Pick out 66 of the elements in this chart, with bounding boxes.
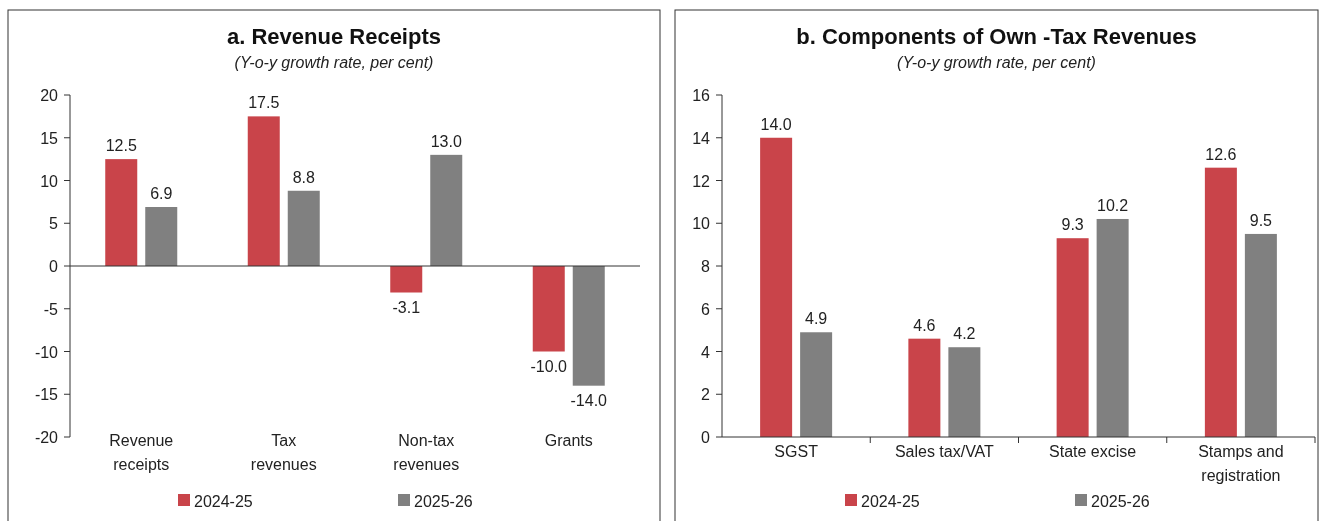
y-tick-label: 20 — [40, 87, 59, 104]
data-label: 14.0 — [760, 115, 792, 133]
data-label: -14.0 — [570, 391, 608, 409]
chart-subtitle: (Y-o-y growth rate, per cent) — [897, 54, 1096, 71]
y-tick-label: -20 — [34, 429, 59, 446]
chart-title: a. Revenue Receipts — [227, 24, 441, 49]
y-tick-label: 10 — [40, 172, 59, 190]
y-tick-label: 15 — [40, 129, 59, 147]
bar — [948, 347, 981, 437]
bar — [430, 154, 463, 266]
data-label: 4.2 — [953, 325, 976, 343]
bar — [760, 137, 793, 437]
x-tick-label: Tax revenues — [250, 432, 317, 473]
y-tick-label: 0 — [49, 258, 59, 275]
x-tick-label: State excise — [1049, 443, 1137, 460]
data-label: 9.5 — [1249, 211, 1273, 229]
y-tick-label: 4 — [701, 343, 711, 361]
legend-label: 2024-25 — [194, 493, 253, 510]
data-label: 9.3 — [1061, 216, 1084, 234]
y-tick-label: 12 — [692, 172, 711, 190]
bar — [1096, 218, 1129, 437]
y-tick-label: 6 — [701, 300, 711, 318]
data-label: 4.6 — [913, 316, 936, 334]
data-label: 8.8 — [292, 168, 315, 186]
y-tick-label: 5 — [49, 215, 59, 233]
bar — [287, 190, 320, 266]
bar — [1204, 167, 1237, 437]
x-tick-label: Non-tax revenues — [393, 432, 460, 473]
legend-label: 2024-25 — [861, 493, 920, 510]
data-label: 4.9 — [805, 310, 828, 328]
y-tick-label: 0 — [701, 429, 711, 446]
data-label: 13.0 — [430, 132, 462, 150]
data-label: -3.1 — [392, 298, 421, 316]
data-label: 10.2 — [1097, 196, 1129, 214]
x-tick-label: SGST — [774, 443, 819, 460]
y-tick-label: 16 — [692, 87, 711, 104]
y-tick-label: -10 — [34, 343, 59, 361]
data-label: 12.5 — [105, 137, 137, 155]
x-tick-label: Revenue receipts — [109, 432, 174, 473]
chart-title: b. Components of Own -Tax Revenues — [796, 24, 1197, 49]
x-tick-label: Sales tax/VAT — [894, 443, 995, 460]
y-tick-label: 14 — [692, 129, 711, 147]
bar — [145, 207, 178, 266]
data-label: 6.9 — [150, 185, 173, 203]
x-tick-label: Grants — [544, 432, 593, 449]
data-label: 17.5 — [248, 94, 280, 112]
y-tick-label: -15 — [34, 386, 59, 404]
data-label: 12.6 — [1205, 145, 1237, 163]
bar — [247, 116, 280, 266]
bar — [908, 338, 941, 437]
y-tick-label: 2 — [701, 386, 711, 404]
bar — [1244, 233, 1277, 437]
bar — [532, 266, 565, 352]
bar — [390, 266, 423, 293]
y-tick-label: 8 — [701, 258, 711, 275]
y-tick-label: 10 — [692, 215, 711, 233]
bar — [800, 332, 833, 437]
bar — [1056, 238, 1089, 437]
y-tick-label: -5 — [43, 300, 59, 318]
legend-label: 2025-26 — [414, 493, 473, 510]
bar — [572, 266, 605, 386]
data-label: -10.0 — [530, 357, 568, 375]
chart-subtitle: (Y-o-y growth rate, per cent) — [234, 54, 434, 71]
bar — [105, 159, 138, 266]
legend-label: 2025-26 — [1091, 493, 1150, 510]
x-tick-label: Stamps and registration — [1198, 443, 1284, 484]
